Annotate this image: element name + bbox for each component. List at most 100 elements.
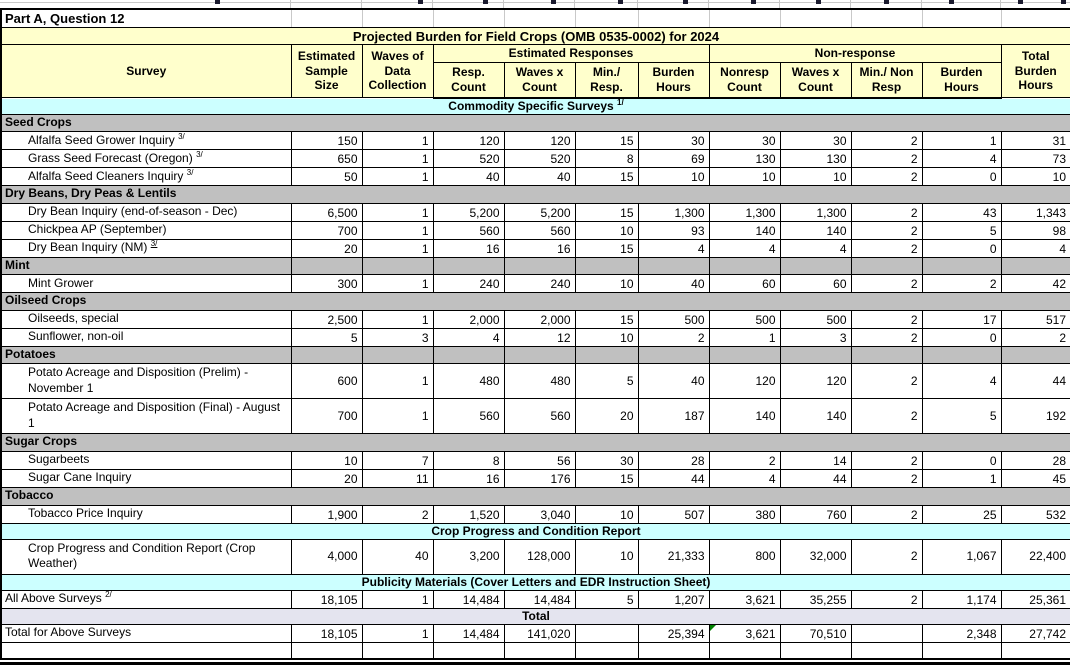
value-cell: 2 bbox=[850, 451, 923, 471]
value-cell: 300 bbox=[290, 274, 363, 294]
value-cell: 3 bbox=[779, 327, 852, 347]
value-cell: 44 bbox=[637, 469, 710, 489]
table-title: Projected Burden for Field Crops (OMB 05… bbox=[0, 27, 1070, 45]
value-cell: 1 bbox=[361, 149, 434, 169]
col-header-waves: Waves of Data Collection bbox=[361, 44, 434, 98]
value-cell: 507 bbox=[637, 504, 710, 524]
section-label-cell: Dry Beans, Dry Peas & Lentils bbox=[0, 185, 1070, 204]
table-row: Sunflower, non-oil 5 3 4 12 10 2 1 3 2 0 2 bbox=[0, 327, 1070, 347]
value-cell: 2 bbox=[850, 238, 923, 258]
value-cell: 5 bbox=[290, 327, 363, 347]
value-cell: 16 bbox=[432, 469, 505, 489]
value-cell: 15 bbox=[574, 131, 639, 151]
table-title-row: Projected Burden for Field Crops (OMB 05… bbox=[0, 27, 1070, 45]
value-cell: 176 bbox=[503, 469, 576, 489]
value-cell: 380 bbox=[708, 504, 781, 524]
section-label-cell: Sugar Crops bbox=[0, 433, 1070, 453]
section-empty-cell bbox=[921, 256, 1002, 276]
survey-label-cell: Sunflower, non-oil bbox=[0, 327, 292, 347]
value-cell: 10 bbox=[574, 220, 639, 240]
value-cell: 10 bbox=[574, 504, 639, 524]
value-cell: 22,400 bbox=[1000, 538, 1070, 575]
value-cell: 1 bbox=[361, 589, 434, 609]
value-cell: 1 bbox=[921, 469, 1002, 489]
value-cell: 30 bbox=[708, 131, 781, 151]
value-cell: 30 bbox=[637, 131, 710, 151]
section-empty-cell bbox=[850, 256, 923, 276]
value-cell: 120 bbox=[779, 363, 852, 400]
value-cell: 3,200 bbox=[432, 538, 505, 575]
value-cell bbox=[432, 641, 505, 660]
value-cell bbox=[361, 641, 434, 660]
value-cell: 1 bbox=[708, 327, 781, 347]
value-cell bbox=[921, 641, 1002, 660]
value-cell: 560 bbox=[432, 220, 505, 240]
section-empty-cell bbox=[503, 256, 576, 276]
value-cell: 10 bbox=[574, 538, 639, 575]
band-row: Publicity Materials (Cover Letters and E… bbox=[0, 573, 1070, 591]
value-cell: 1,207 bbox=[637, 589, 710, 609]
table-row: Mint Grower 300 1 240 240 10 40 60 60 2 2 42 bbox=[0, 274, 1070, 294]
value-cell: 1 bbox=[361, 363, 434, 400]
table-row: Chickpea AP (September) 700 1 560 560 10 93 140… bbox=[0, 220, 1070, 240]
value-cell: 128,000 bbox=[503, 538, 576, 575]
section-empty-cell bbox=[290, 345, 363, 365]
table-row: Crop Progress and Condition Report (Crop… bbox=[0, 538, 1070, 575]
col-header-waves-x-count: Waves x Count bbox=[503, 62, 576, 99]
value-cell: 3,040 bbox=[503, 504, 576, 524]
value-cell: 1,300 bbox=[779, 202, 852, 222]
value-cell: 4 bbox=[921, 149, 1002, 169]
value-cell: 2 bbox=[921, 274, 1002, 294]
value-cell: 4 bbox=[432, 327, 505, 347]
value-cell bbox=[574, 641, 639, 660]
empty-cell bbox=[779, 9, 851, 28]
section-label-cell: Oilseed Crops bbox=[0, 292, 1070, 311]
section-empty-cell bbox=[779, 256, 852, 276]
value-cell: 28 bbox=[637, 451, 710, 471]
table-row: Dry Bean Inquiry (NM) 3/20 1 16 16 15 4 4 4 2 0 4 bbox=[0, 238, 1070, 258]
value-cell: 1 bbox=[361, 398, 434, 435]
value-cell: 16 bbox=[503, 238, 576, 258]
value-cell: 21,333 bbox=[637, 538, 710, 575]
value-cell: 500 bbox=[779, 309, 852, 329]
survey-label-cell: Mint Grower bbox=[0, 274, 292, 294]
value-cell: 192 bbox=[1000, 398, 1070, 435]
value-cell: 15 bbox=[574, 202, 639, 222]
value-cell: 50 bbox=[290, 167, 363, 187]
empty-cell bbox=[1000, 9, 1070, 28]
value-cell: 73 bbox=[1000, 149, 1070, 169]
value-cell: 0 bbox=[921, 451, 1002, 471]
table-row: Sugarbeets 10 7 8 56 30 28 2 14 2 0 28 bbox=[0, 451, 1070, 471]
value-cell: 560 bbox=[503, 398, 576, 435]
value-cell: 31 bbox=[1000, 131, 1070, 151]
value-cell: 25,394 bbox=[637, 623, 710, 643]
value-cell bbox=[1000, 641, 1070, 660]
value-cell: 2,000 bbox=[432, 309, 505, 329]
table-row: Alfalfa Seed Cleaners Inquiry 3/50 1 40 40 1… bbox=[0, 167, 1070, 187]
band-row: Commodity Specific Surveys 1/ bbox=[0, 97, 1070, 115]
band-label-cell: Commodity Specific Surveys 1/ bbox=[0, 97, 1070, 115]
value-cell: 4 bbox=[708, 469, 781, 489]
value-cell: 3,621 bbox=[708, 623, 781, 643]
section-empty-cell bbox=[574, 256, 639, 276]
value-cell: 93 bbox=[637, 220, 710, 240]
value-cell: 600 bbox=[290, 363, 363, 400]
value-cell: 15 bbox=[574, 309, 639, 329]
survey-label-cell: Chickpea AP (September) bbox=[0, 220, 292, 240]
value-cell: 18,105 bbox=[290, 623, 363, 643]
survey-label-cell bbox=[0, 641, 292, 660]
value-cell: 2 bbox=[850, 398, 923, 435]
error-flag-icon bbox=[710, 625, 716, 631]
section-empty-cell bbox=[432, 345, 505, 365]
table-row: Total for Above Surveys 18,105 1 14,484 141,… bbox=[0, 623, 1070, 643]
sheet-label-row: Part A, Question 12 bbox=[1, 9, 1070, 28]
value-cell: 520 bbox=[503, 149, 576, 169]
value-cell: 2 bbox=[850, 504, 923, 524]
section-empty-cell bbox=[779, 345, 852, 365]
col-header-min-resp: Min./ Resp. bbox=[574, 62, 639, 99]
value-cell: 240 bbox=[432, 274, 505, 294]
value-cell: 1 bbox=[361, 167, 434, 187]
value-cell bbox=[779, 641, 852, 660]
survey-label-cell: Total for Above Surveys bbox=[0, 623, 292, 643]
value-cell bbox=[503, 641, 576, 660]
